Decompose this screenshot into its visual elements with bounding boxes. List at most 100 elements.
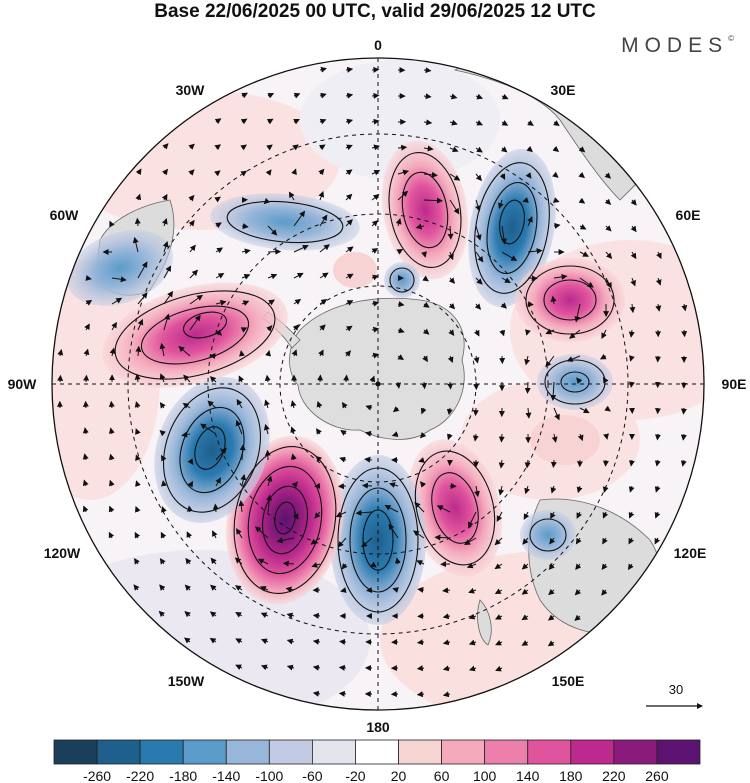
- wind-vector-arrow-icon: [499, 173, 506, 180]
- wind-vector-arrow-icon: [161, 193, 168, 201]
- colorbar-swatch: [182, 739, 227, 765]
- wind-vector-arrow-icon: [656, 251, 662, 260]
- wind-vector-arrow-icon: [132, 236, 139, 253]
- wind-vector-arrow-icon: [630, 277, 636, 287]
- wind-vector-arrow-icon: [235, 638, 243, 644]
- wind-vector-arrow-icon: [449, 199, 460, 215]
- wind-vector-arrow-icon: [266, 494, 273, 513]
- wind-vector-arrow-icon: [266, 475, 273, 487]
- wind-vector-arrow-icon: [604, 172, 612, 179]
- wind-vector-arrow-icon: [442, 587, 451, 594]
- wind-vector-arrow-icon: [394, 557, 401, 565]
- colorbar-label: 260: [645, 768, 669, 783]
- colorbar-label: -20: [345, 768, 365, 783]
- wind-vector-arrow-icon: [421, 251, 427, 258]
- wind-vector-arrow-icon: [630, 251, 637, 260]
- wind-vector-arrow-icon: [109, 347, 116, 357]
- wind-vector-arrow-icon: [312, 638, 321, 645]
- wind-vector-arrow-icon: [384, 505, 399, 513]
- wind-vector-arrow-icon: [293, 298, 302, 305]
- colorbar-label: 60: [434, 768, 450, 783]
- wind-vector-arrow-icon: [182, 402, 191, 409]
- wind-vector-arrow-icon: [312, 612, 321, 619]
- wind-vector-arrow-icon: [319, 299, 328, 305]
- wind-vector-arrow-icon: [371, 248, 379, 254]
- lon-label-30e: 30E: [551, 82, 576, 98]
- wind-vector-arrow-icon: [291, 168, 297, 176]
- wind-vector-arrow-icon: [397, 327, 405, 334]
- wind-vector-arrow-icon: [371, 274, 379, 281]
- antarctica-landmass: [289, 297, 465, 440]
- wind-vector-arrow-icon: [522, 197, 529, 203]
- lon-label-180: 180: [366, 719, 390, 735]
- wind-vector-arrow-icon: [601, 589, 608, 596]
- wind-vector-arrow-icon: [82, 505, 89, 513]
- wind-vector-arrow-icon: [574, 303, 581, 323]
- wind-vector-arrow-icon: [178, 345, 191, 357]
- wind-vector-arrow-icon: [501, 93, 509, 100]
- wind-vector-arrow-icon: [235, 611, 243, 618]
- wind-vector-arrow-icon: [263, 197, 271, 205]
- wind-vector-arrow-icon: [240, 327, 248, 333]
- wind-vector-arrow-icon: [365, 404, 373, 411]
- wind-vector-arrow-icon: [215, 272, 225, 279]
- wind-vector-arrow-icon: [215, 299, 227, 306]
- copyright-mark: ©: [728, 34, 734, 43]
- wind-vector-arrow-icon: [345, 300, 354, 306]
- wind-vector-arrow-icon: [364, 456, 373, 463]
- wind-vector-arrow-icon: [468, 511, 477, 528]
- wind-vector-arrow-icon: [209, 611, 217, 618]
- wind-vector-arrow-icon: [57, 349, 64, 357]
- wind-vector-arrow-icon: [293, 272, 304, 279]
- wind-vector-arrow-icon: [475, 173, 482, 182]
- wind-vector-arrow-icon: [605, 277, 612, 289]
- lon-label-150w: 150W: [168, 673, 205, 689]
- wind-vector-arrow-icon: [550, 381, 557, 401]
- wind-vector-arrow-icon: [238, 375, 245, 383]
- wind-vector-arrow-icon: [187, 458, 194, 465]
- wind-vector-arrow-icon: [319, 324, 326, 331]
- wind-vector-arrow-icon: [371, 66, 380, 73]
- wind-vector-arrow-icon: [422, 355, 428, 363]
- wind-vector-arrow-icon: [318, 349, 324, 357]
- wind-vector-arrow-icon: [111, 297, 123, 305]
- colorbar-swatch: [484, 739, 529, 765]
- colorbar-swatch: [96, 739, 141, 765]
- wind-vector-arrow-icon: [449, 93, 458, 100]
- wind-vector-arrow-icon: [498, 199, 504, 210]
- wind-vector-arrow-icon: [371, 220, 379, 227]
- colorbar-swatch: [441, 739, 486, 765]
- wind-vector-arrow-icon: [501, 120, 509, 126]
- wind-vector-arrow-icon: [161, 168, 169, 176]
- wind-vector-arrow-icon: [655, 303, 662, 312]
- wind-vector-arrow-icon: [371, 326, 380, 333]
- wind-vector-arrow-icon: [605, 225, 612, 232]
- wind-vector-arrow-icon: [319, 244, 330, 253]
- wind-vector-arrow-icon: [108, 427, 115, 435]
- wind-vector-arrow-icon: [263, 423, 270, 435]
- wind-vector-arrow-icon: [282, 560, 295, 567]
- wind-vector-arrow-icon: [552, 197, 560, 203]
- wind-vector-arrow-icon: [574, 614, 581, 621]
- wind-vector-arrow-icon: [345, 92, 354, 99]
- wind-vector-arrow-icon: [423, 171, 438, 178]
- wind-vector-arrow-icon: [602, 459, 609, 467]
- colorbar-label: 180: [559, 768, 583, 783]
- wind-vector-arrow-icon: [214, 118, 222, 125]
- wind-vector-arrow-icon: [397, 169, 410, 176]
- wind-vector-arrow-icon: [135, 168, 142, 176]
- wind-vector-arrow-icon: [84, 323, 90, 331]
- wind-vector-arrow-icon: [498, 433, 505, 443]
- wind-vector-arrow-icon: [527, 120, 534, 126]
- wind-vector-arrow-icon: [552, 145, 560, 153]
- wind-vector-arrow-icon: [135, 428, 141, 435]
- wind-vector-arrow-icon: [548, 588, 555, 596]
- wind-vector-arrow-icon: [293, 92, 301, 99]
- wind-vector-arrow-icon: [214, 144, 221, 151]
- wind-vector-arrow-icon: [161, 480, 167, 487]
- wind-vector-arrow-icon: [214, 170, 221, 177]
- wind-vector-arrow-icon: [500, 146, 508, 153]
- wind-vector-arrow-icon: [345, 118, 354, 125]
- wind-vector-arrow-icon: [630, 199, 637, 206]
- wind-vector-arrow-icon: [290, 400, 297, 409]
